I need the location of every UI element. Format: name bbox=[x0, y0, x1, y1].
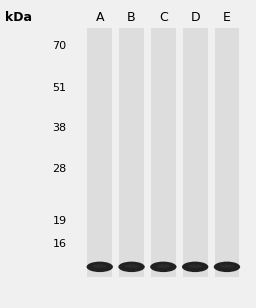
Ellipse shape bbox=[220, 264, 234, 268]
Bar bbox=[87, 28, 112, 277]
Text: D: D bbox=[190, 11, 200, 24]
Bar bbox=[215, 28, 239, 277]
Ellipse shape bbox=[214, 261, 240, 272]
Ellipse shape bbox=[93, 264, 107, 268]
Bar bbox=[183, 28, 208, 277]
Text: 38: 38 bbox=[52, 123, 67, 133]
Bar bbox=[151, 28, 176, 277]
Text: 16: 16 bbox=[52, 239, 67, 249]
Ellipse shape bbox=[188, 264, 202, 268]
Ellipse shape bbox=[124, 264, 139, 268]
Text: C: C bbox=[159, 11, 168, 24]
Ellipse shape bbox=[87, 261, 113, 272]
Text: E: E bbox=[223, 11, 231, 24]
Text: 51: 51 bbox=[52, 83, 67, 93]
Ellipse shape bbox=[182, 261, 208, 272]
Text: B: B bbox=[127, 11, 136, 24]
Text: 19: 19 bbox=[52, 216, 67, 226]
Ellipse shape bbox=[156, 264, 170, 268]
Ellipse shape bbox=[118, 261, 145, 272]
Bar bbox=[119, 28, 144, 277]
Text: 28: 28 bbox=[52, 164, 67, 174]
Text: 70: 70 bbox=[52, 41, 67, 51]
Text: kDa: kDa bbox=[5, 11, 32, 24]
Ellipse shape bbox=[150, 261, 177, 272]
Text: A: A bbox=[95, 11, 104, 24]
